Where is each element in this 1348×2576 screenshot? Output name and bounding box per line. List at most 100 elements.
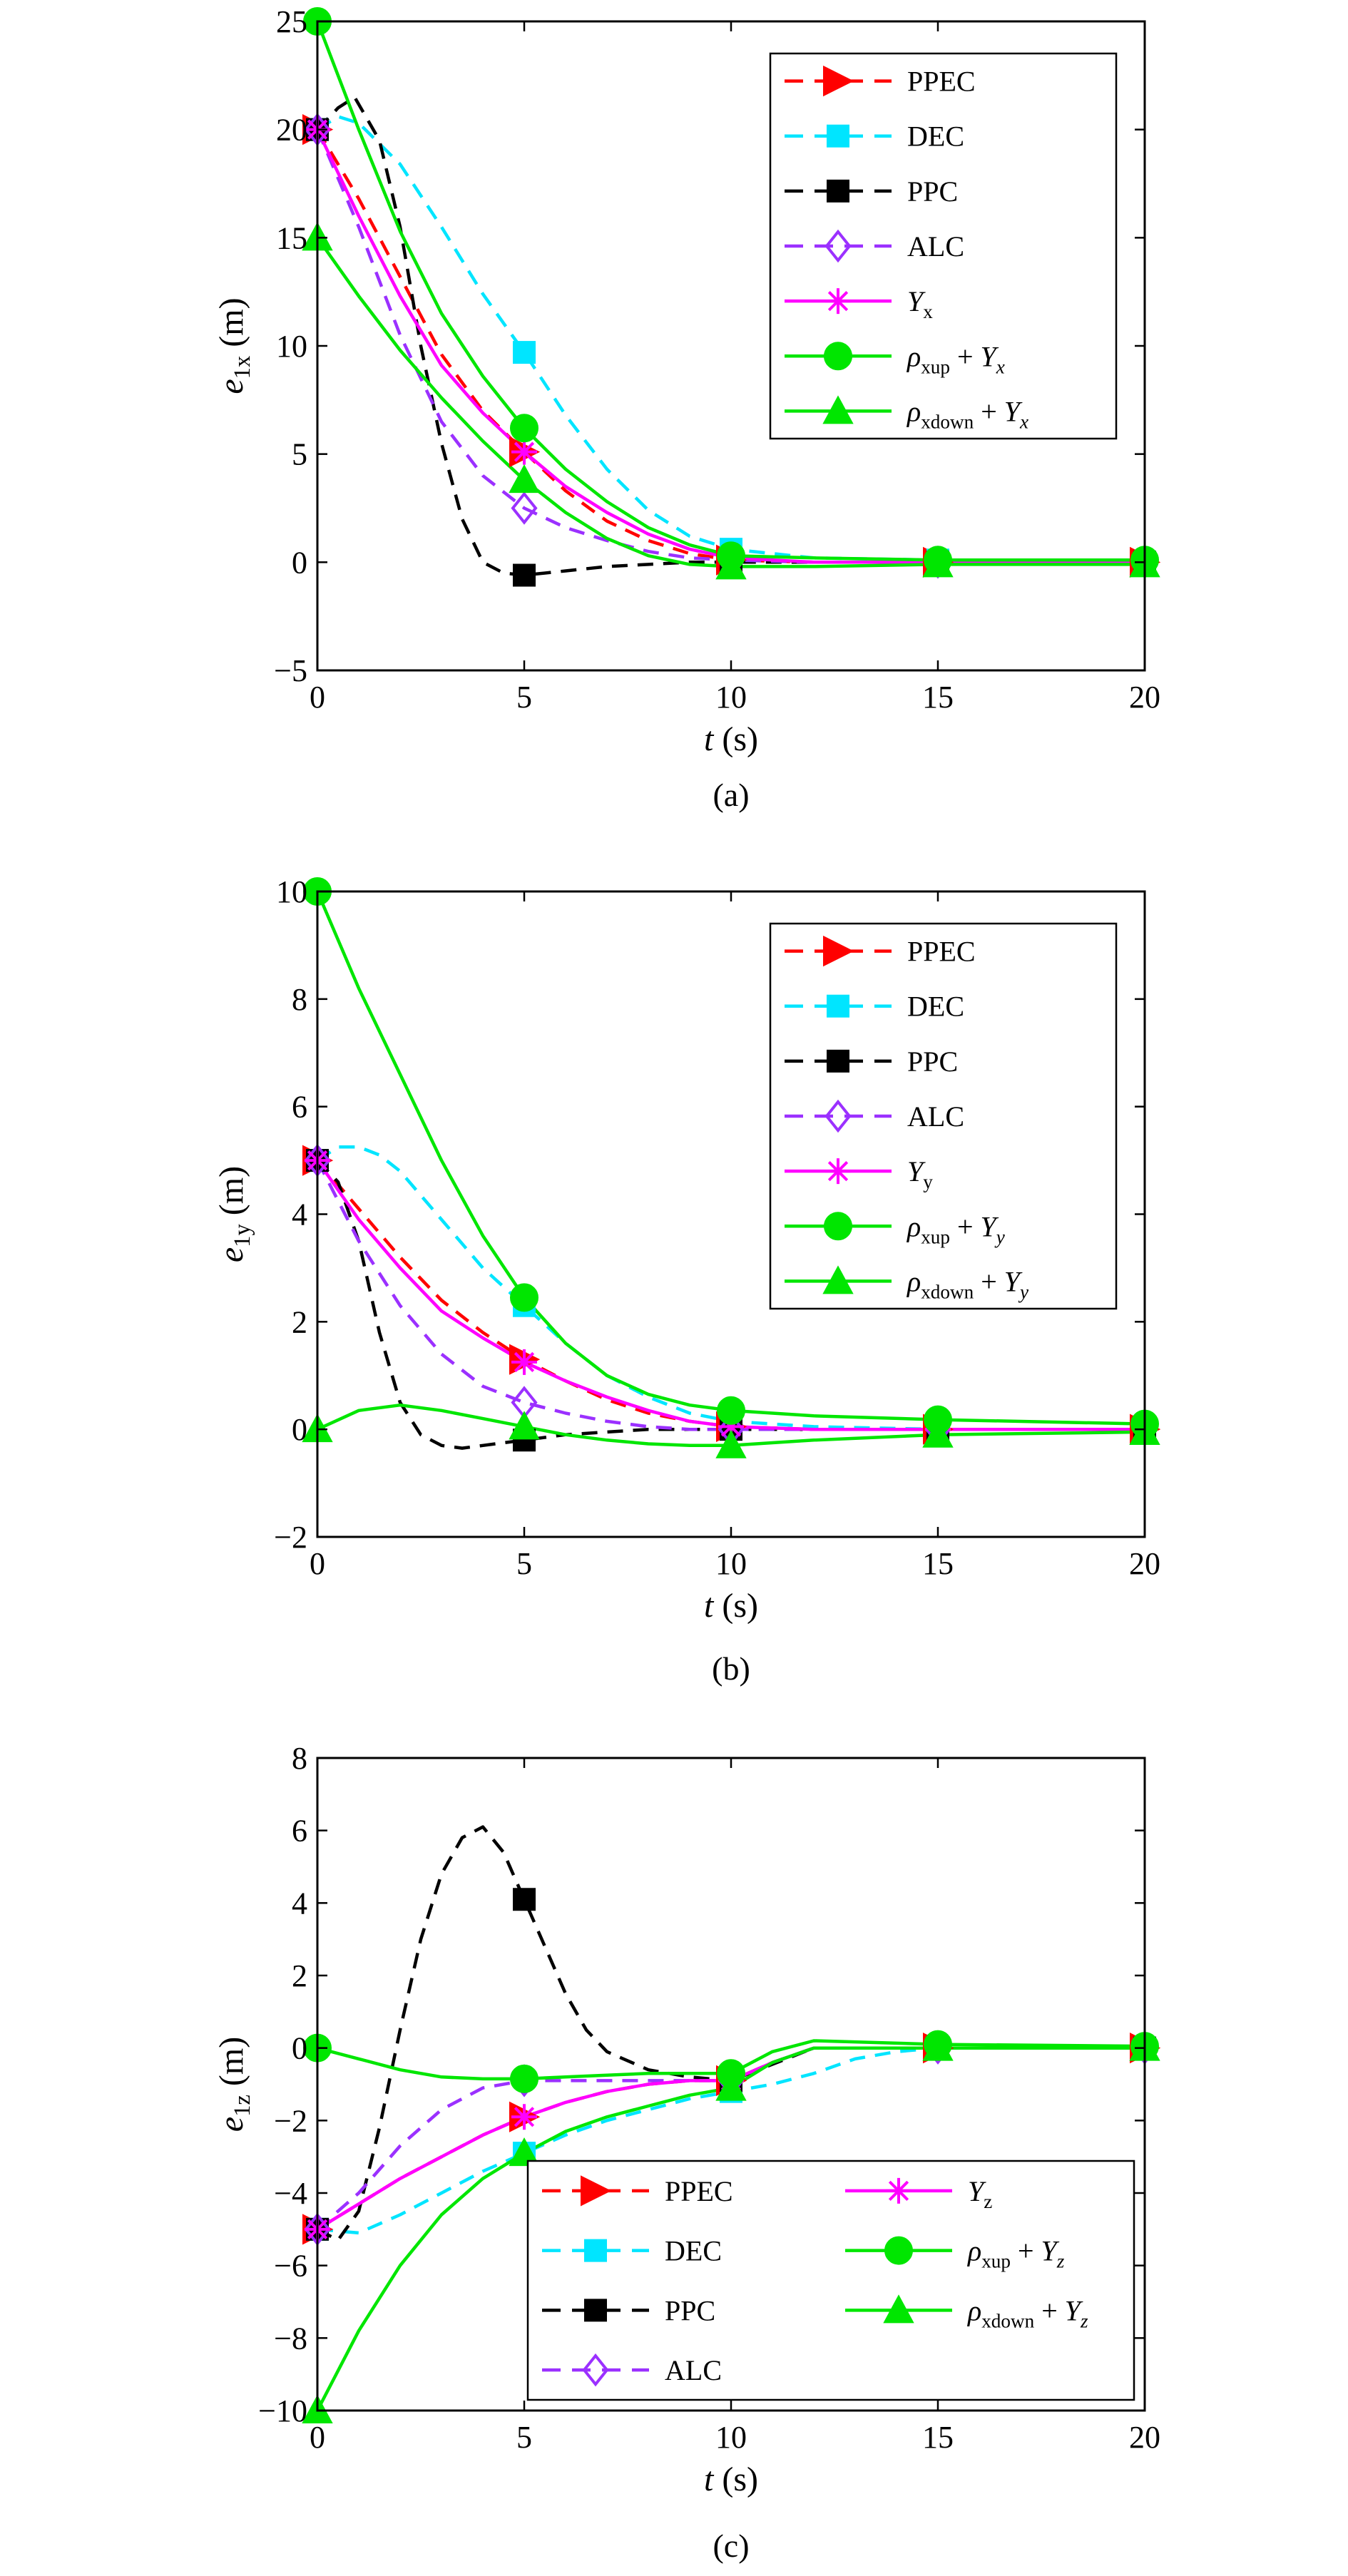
y-tick-label: −2 bbox=[274, 2103, 307, 2138]
y-axis-label: e1y (m) bbox=[213, 1166, 255, 1262]
y-tick-label: −10 bbox=[258, 2393, 307, 2428]
x-tick-label: 5 bbox=[516, 1546, 532, 1581]
legend-label: PPC bbox=[907, 175, 958, 208]
legend-label: PPEC bbox=[907, 66, 976, 98]
marker-3 bbox=[511, 491, 538, 525]
marker-group bbox=[302, 877, 1161, 1458]
legend-marker bbox=[827, 994, 849, 1018]
legend-label: ALC bbox=[907, 1100, 964, 1133]
x-axis-label: t (s) bbox=[704, 720, 758, 758]
y-tick-label: 4 bbox=[292, 1197, 307, 1232]
legend: PPEC DEC PPC ALC Yy ρxup + Yy ρxdown + Yy bbox=[769, 922, 1118, 1310]
marker-6 bbox=[715, 551, 747, 580]
legend-item-6: ρxdown + Yy bbox=[785, 1265, 1029, 1302]
marker-2 bbox=[513, 1888, 536, 1911]
marker-5 bbox=[510, 1283, 538, 1312]
legend-item-1: DEC bbox=[785, 121, 964, 153]
series-line-4 bbox=[317, 1159, 1145, 1431]
legend-label: ALC bbox=[665, 2354, 722, 2386]
y-tick-label: 6 bbox=[292, 1090, 307, 1125]
legend-item-5: ρxup + Yx bbox=[785, 340, 1005, 377]
series-line-5 bbox=[317, 891, 1145, 1426]
legend-label: ρxdown + Yz bbox=[966, 2294, 1088, 2331]
legend-label: DEC bbox=[907, 991, 964, 1023]
y-tick-label: 10 bbox=[276, 874, 307, 909]
legend-marker bbox=[827, 1049, 849, 1073]
x-tick-label: 15 bbox=[922, 1546, 954, 1581]
svg-text:e1y (m): e1y (m) bbox=[213, 1166, 255, 1262]
y-tick-label: 2 bbox=[292, 1304, 307, 1339]
figure-caption: (c) bbox=[713, 2528, 749, 2564]
legend-item-3: ALC bbox=[785, 229, 964, 263]
series-line-5 bbox=[317, 2039, 1145, 2081]
y-axis-label: e1z (m) bbox=[213, 2037, 255, 2132]
legend-marker bbox=[823, 935, 854, 967]
chart-3: 0 5 10 15 20 −10 −8 −6 −4 −2 0 2 4 6 8 t (s) e1z (m) (c) P… bbox=[213, 1741, 1161, 2564]
marker-group bbox=[302, 1888, 1161, 2423]
y-tick-label: 2 bbox=[292, 1958, 307, 1993]
x-tick-label: 10 bbox=[715, 680, 747, 715]
svg-text:e1x (m): e1x (m) bbox=[213, 297, 255, 394]
legend-item-2: PPC bbox=[542, 2294, 715, 2326]
y-tick-label: −6 bbox=[274, 2249, 307, 2284]
y-tick-label: 25 bbox=[276, 4, 307, 39]
legend-item-3: ALC bbox=[542, 2353, 722, 2387]
y-tick-label: 4 bbox=[292, 1886, 307, 1921]
x-tick-label: 15 bbox=[922, 680, 954, 715]
legend-marker bbox=[584, 2299, 607, 2322]
legend-marker bbox=[886, 2177, 912, 2204]
marker-5 bbox=[510, 414, 538, 443]
series-group bbox=[317, 21, 1145, 577]
legend-marker bbox=[884, 2236, 913, 2265]
marker-5 bbox=[717, 1396, 745, 1425]
series-line-1 bbox=[317, 115, 1145, 564]
y-tick-label: −8 bbox=[274, 2321, 307, 2356]
series-line-1 bbox=[317, 1145, 1145, 1431]
series-line-1 bbox=[317, 2046, 1145, 2235]
series-line-3 bbox=[317, 1160, 1145, 1431]
x-tick-label: 0 bbox=[310, 2420, 325, 2455]
marker-4 bbox=[511, 2104, 537, 2130]
legend-item-1: DEC bbox=[542, 2235, 722, 2267]
legend-label: ρxdown + Yy bbox=[906, 1265, 1029, 1302]
x-axis-label: t (s) bbox=[704, 1587, 758, 1625]
y-tick-label: 0 bbox=[292, 1412, 307, 1447]
legend-label: DEC bbox=[907, 121, 964, 153]
legend-item-2: PPC bbox=[785, 175, 958, 208]
series-line-4 bbox=[317, 128, 1145, 564]
legend-item-3: ALC bbox=[785, 1099, 964, 1133]
x-tick-label: 10 bbox=[715, 1546, 747, 1581]
legend-label: ρxdown + Yx bbox=[906, 395, 1028, 432]
x-axis-label: t (s) bbox=[704, 2460, 758, 2498]
series-line-6 bbox=[317, 2046, 1145, 2411]
legend-label: ρxup + Yx bbox=[906, 340, 1005, 377]
x-tick-label: 0 bbox=[310, 1546, 325, 1581]
marker-6 bbox=[509, 464, 540, 494]
legend: PPEC DEC PPC ALC Yx ρxup + Yx ρxdown + Yx bbox=[769, 52, 1118, 440]
legend-marker bbox=[822, 1265, 854, 1294]
marker-4 bbox=[511, 1349, 537, 1375]
legend-label: PPC bbox=[907, 1046, 958, 1078]
x-tick-label: 20 bbox=[1129, 1546, 1160, 1581]
marker-1 bbox=[513, 341, 536, 364]
y-tick-label: −4 bbox=[274, 2176, 307, 2211]
legend-marker bbox=[827, 179, 849, 203]
legend-label: ρxup + Yz bbox=[966, 2235, 1065, 2272]
y-tick-label: −2 bbox=[274, 1520, 307, 1555]
x-tick-label: 20 bbox=[1129, 680, 1160, 715]
y-tick-label: 8 bbox=[292, 1741, 307, 1776]
legend-label: PPEC bbox=[907, 936, 976, 968]
x-tick-label: 15 bbox=[922, 2420, 954, 2455]
marker-2 bbox=[513, 563, 536, 587]
legend-label: PPEC bbox=[665, 2175, 733, 2207]
series-line-2 bbox=[317, 95, 1145, 577]
x-tick-label: 0 bbox=[310, 680, 325, 715]
legend-marker bbox=[824, 1212, 852, 1241]
legend-label: Yx bbox=[907, 285, 933, 322]
series-line-6 bbox=[317, 1403, 1145, 1448]
y-tick-label: 20 bbox=[276, 113, 307, 148]
series-group bbox=[317, 891, 1145, 1450]
